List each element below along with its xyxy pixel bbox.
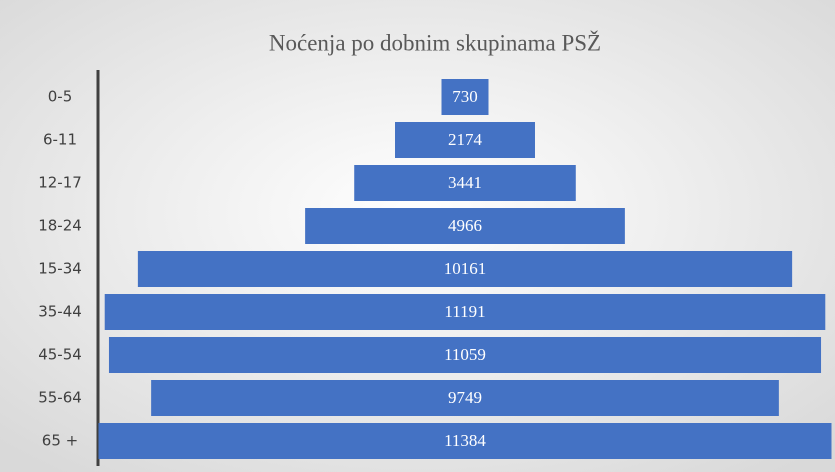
category-label: 55-64: [38, 389, 82, 407]
bar: [108, 337, 822, 373]
category-label: 35-44: [38, 303, 82, 321]
bar: [441, 79, 489, 115]
data-label: 11384: [444, 431, 486, 450]
category-label: 15-34: [38, 260, 82, 278]
bar: [104, 294, 826, 330]
data-label: 2174: [448, 130, 483, 149]
data-label: 10161: [444, 259, 487, 278]
data-label: 11191: [444, 302, 485, 321]
bar: [98, 423, 832, 459]
bar: [137, 251, 793, 287]
bar: [354, 165, 576, 201]
category-label: 65 +: [42, 432, 78, 450]
data-label: 11059: [444, 345, 486, 364]
category-label: 6-11: [43, 131, 77, 149]
bar: [395, 122, 535, 158]
data-label: 3441: [448, 173, 482, 192]
data-label: 9749: [448, 388, 482, 407]
category-label: 0-5: [48, 88, 73, 106]
data-label: 730: [452, 87, 478, 106]
bar: [151, 380, 779, 416]
category-label: 12-17: [38, 174, 82, 192]
bar: [305, 208, 625, 244]
data-label: 4966: [448, 216, 482, 235]
category-label: 18-24: [38, 217, 82, 235]
chart-title: Noćenja po dobnim skupinama PSŽ: [269, 30, 601, 55]
category-label: 45-54: [38, 346, 82, 364]
